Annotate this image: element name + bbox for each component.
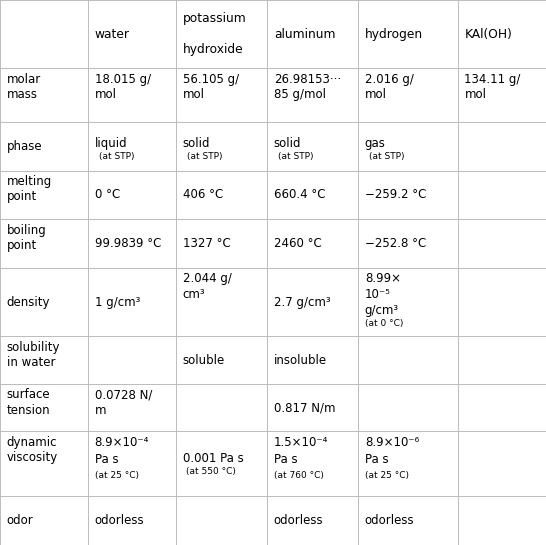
Text: (at STP): (at STP) (369, 152, 405, 161)
Text: solid: solid (183, 137, 210, 150)
Text: solubility
in water: solubility in water (7, 341, 60, 370)
Text: (at STP): (at STP) (278, 152, 314, 161)
Text: aluminum: aluminum (274, 28, 335, 41)
Text: hydrogen: hydrogen (365, 28, 423, 41)
Text: 8.99×: 8.99× (365, 272, 401, 286)
Text: 0.0728 N/
m: 0.0728 N/ m (94, 388, 152, 417)
Text: 99.9839 °C: 99.9839 °C (94, 237, 161, 250)
Text: 134.11 g/
mol: 134.11 g/ mol (465, 72, 521, 101)
Text: odorless: odorless (365, 514, 414, 527)
Text: odorless: odorless (94, 514, 144, 527)
Text: insoluble: insoluble (274, 354, 327, 367)
Text: (at 25 °C): (at 25 °C) (365, 471, 409, 480)
Text: 660.4 °C: 660.4 °C (274, 189, 325, 202)
Text: Pa s: Pa s (274, 453, 298, 467)
Text: 0.001 Pa s: 0.001 Pa s (183, 452, 244, 465)
Text: 56.105 g/
mol: 56.105 g/ mol (183, 72, 239, 101)
Text: phase: phase (7, 140, 42, 153)
Text: 1.5×10⁻⁴: 1.5×10⁻⁴ (274, 436, 328, 449)
Text: 18.015 g/
mol: 18.015 g/ mol (94, 72, 151, 101)
Text: odorless: odorless (274, 514, 323, 527)
Text: 0.817 N/m: 0.817 N/m (274, 401, 335, 414)
Text: melting
point: melting point (7, 175, 52, 203)
Text: (at STP): (at STP) (187, 152, 223, 161)
Text: 8.9×10⁻⁶: 8.9×10⁻⁶ (365, 436, 419, 449)
Text: 26.98153···
85 g/mol: 26.98153··· 85 g/mol (274, 72, 341, 101)
Text: (at 760 °C): (at 760 °C) (274, 471, 324, 480)
Text: Pa s: Pa s (94, 453, 118, 467)
Text: surface
tension: surface tension (7, 388, 50, 417)
Text: 1 g/cm³: 1 g/cm³ (94, 296, 140, 308)
Text: density: density (7, 296, 50, 308)
Text: water: water (94, 28, 130, 41)
Text: gas: gas (365, 137, 385, 150)
Text: Pa s: Pa s (365, 453, 389, 467)
Text: molar
mass: molar mass (7, 72, 41, 101)
Text: 2.044 g/
cm³: 2.044 g/ cm³ (183, 272, 232, 301)
Text: odor: odor (7, 514, 33, 527)
Text: potassium

hydroxide: potassium hydroxide (183, 12, 247, 56)
Text: 2.7 g/cm³: 2.7 g/cm³ (274, 296, 330, 308)
Text: 406 °C: 406 °C (183, 189, 223, 202)
Text: (at 25 °C): (at 25 °C) (94, 471, 139, 480)
Text: 2460 °C: 2460 °C (274, 237, 322, 250)
Text: (at 550 °C): (at 550 °C) (186, 467, 235, 476)
Text: solid: solid (274, 137, 301, 150)
Text: boiling
point: boiling point (7, 223, 46, 252)
Text: (at STP): (at STP) (99, 152, 134, 161)
Text: −259.2 °C: −259.2 °C (365, 189, 426, 202)
Text: 10⁻⁵: 10⁻⁵ (365, 288, 391, 301)
Text: liquid: liquid (94, 137, 127, 150)
Text: 8.9×10⁻⁴: 8.9×10⁻⁴ (94, 436, 149, 449)
Text: dynamic
viscosity: dynamic viscosity (7, 436, 58, 464)
Text: 1327 °C: 1327 °C (183, 237, 230, 250)
Text: (at 0 °C): (at 0 °C) (365, 319, 403, 328)
Text: KAl(OH): KAl(OH) (465, 28, 512, 41)
Text: soluble: soluble (183, 354, 225, 367)
Text: 0 °C: 0 °C (94, 189, 120, 202)
Text: g/cm³: g/cm³ (365, 304, 399, 317)
Text: 2.016 g/
mol: 2.016 g/ mol (365, 72, 414, 101)
Text: −252.8 °C: −252.8 °C (365, 237, 426, 250)
